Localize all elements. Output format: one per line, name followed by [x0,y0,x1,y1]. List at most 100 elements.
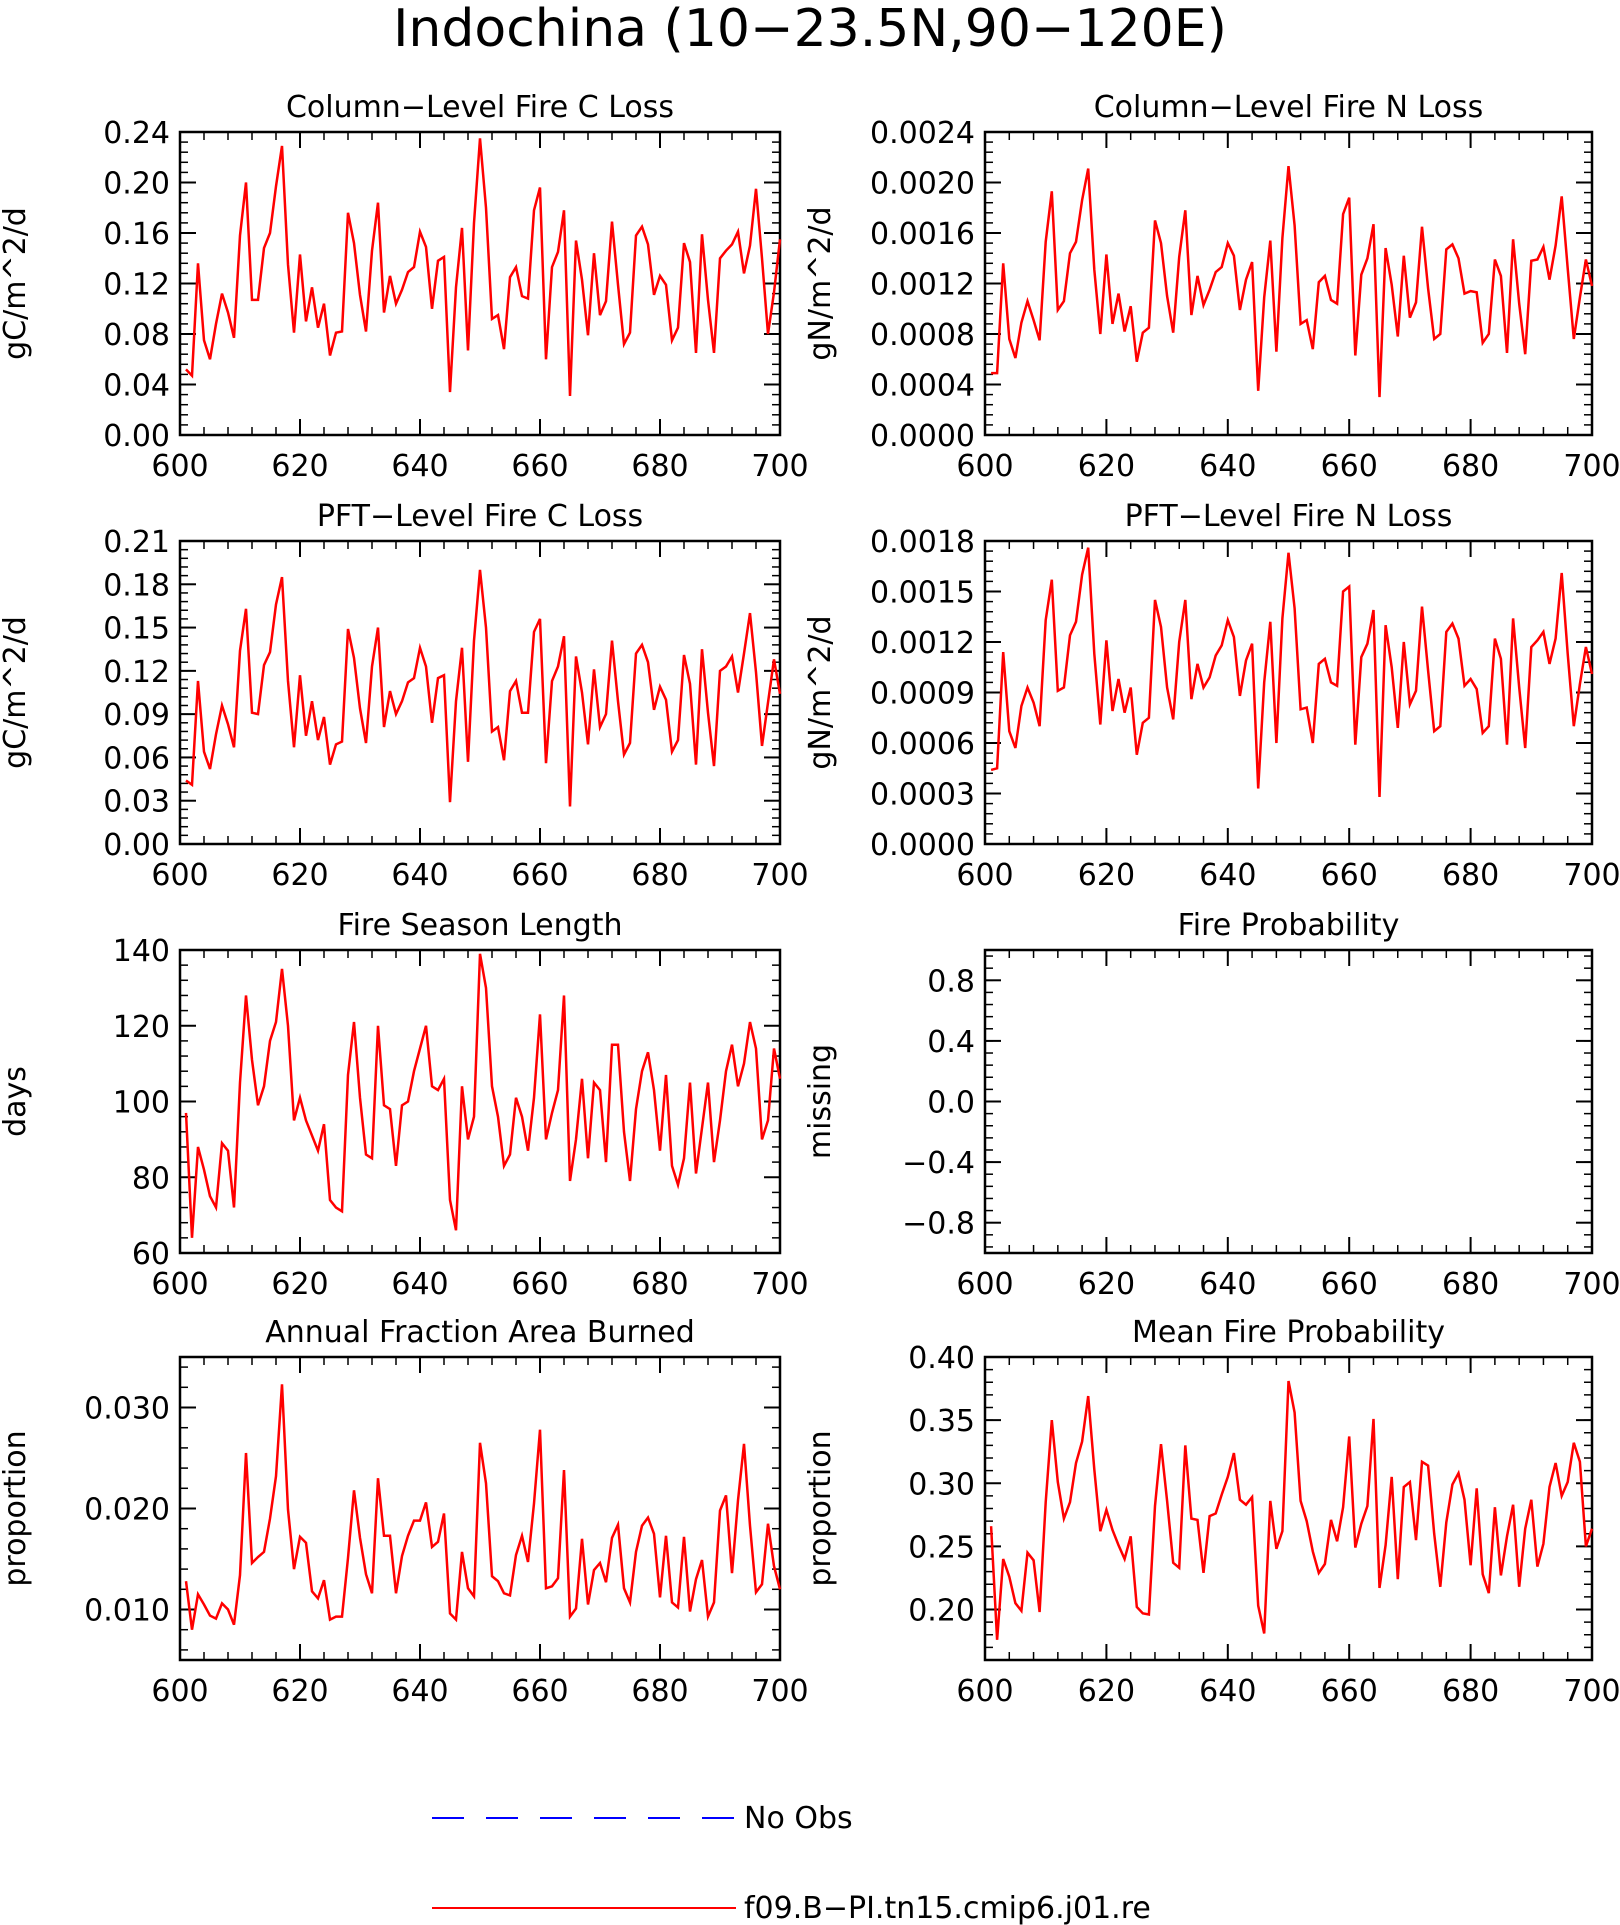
series-line-1 [989,1380,1594,1640]
panel-title: PFT−Level Fire C Loss [317,499,643,534]
panel-2: 600 620 640 660 680 700 0.0000 0.0004 0.0008 0.00… [803,90,1620,484]
y-tick-label: 0.35 [908,1404,975,1439]
series-line-1 [185,138,782,396]
panel-3: 600 620 640 660 680 700 0.00 0.03 0.06 0.09 0.12 0.… [0,499,809,893]
plot-frame [983,948,1594,1255]
panel-8: 600 620 640 660 680 700 0.20 0.25 0.30 0.35 0.40 Me… [803,1315,1620,1709]
x-tick-label: 660 [511,449,568,484]
x-tick-label: 640 [391,449,448,484]
y-tick-label: 0.30 [908,1467,975,1502]
y-tick-label: 0.0008 [870,318,975,353]
x-tick-label: 700 [751,858,808,893]
y-tick-label: 0.20 [103,167,170,202]
y-tick-label: 60 [132,1237,170,1272]
y-tick-label: 0.0020 [870,167,975,202]
y-tick-label: −0.4 [902,1146,975,1181]
y-tick-label: 0.010 [84,1594,170,1629]
x-tick-label: 620 [1078,1267,1135,1302]
x-tick-label: 620 [1078,858,1135,893]
x-tick-label: 700 [751,1267,808,1302]
x-tick-label: 680 [631,858,688,893]
y-tick-label: 0.0015 [870,576,975,611]
x-tick-label: 700 [751,1674,808,1709]
y-tick-label: 0.0018 [870,525,975,560]
x-tick-label: 600 [151,858,208,893]
x-tick-label: 700 [1563,1674,1620,1709]
x-tick-label: 660 [511,1267,568,1302]
y-axis-label: gC/m^2/d [0,616,33,769]
panel-1: 600 620 640 660 680 700 0.00 0.04 0.08 0.12 0.16 0.… [0,90,809,484]
panel-4: 600 620 640 660 680 700 0.0000 0.0003 0.0006 0.00… [803,499,1620,893]
y-tick-label: 0.0012 [870,626,975,661]
x-tick-label: 640 [1199,1674,1256,1709]
y-tick-label: −0.8 [902,1207,975,1242]
y-tick-label: 0.24 [103,116,170,151]
panel-title: Fire Season Length [338,908,623,943]
panel-title: Mean Fire Probability [1132,1315,1445,1350]
x-tick-label: 660 [511,858,568,893]
x-tick-label: 620 [271,858,328,893]
y-tick-label: 0.0024 [870,116,975,151]
x-tick-label: 680 [1442,1674,1499,1709]
y-tick-label: 0.20 [908,1594,975,1629]
y-tick-label: 0.16 [103,217,170,252]
y-tick-label: 0.0000 [870,828,975,863]
series-line-1 [991,165,1594,398]
x-tick-label: 620 [271,1267,328,1302]
panel-title: Annual Fraction Area Burned [265,1315,695,1350]
x-tick-label: 700 [751,449,808,484]
y-tick-label: 0.4 [927,1025,975,1060]
y-tick-label: 0.03 [103,785,170,820]
x-tick-label: 600 [956,449,1013,484]
y-tick-label: 80 [132,1161,170,1196]
x-tick-label: 640 [391,1267,448,1302]
y-tick-label: 0.0016 [870,217,975,252]
y-tick-label: 0.12 [103,268,170,303]
y-tick-label: 100 [113,1086,170,1121]
y-axis-label: gN/m^2/d [803,206,838,360]
x-tick-label: 680 [1442,1267,1499,1302]
x-tick-label: 700 [1563,858,1620,893]
y-tick-label: 0.0004 [870,369,975,404]
y-axis-label: gN/m^2/d [803,615,838,769]
y-tick-label: 0.020 [84,1493,170,1528]
panel-title: Fire Probability [1178,908,1400,943]
y-axis-label: proportion [803,1430,838,1586]
x-tick-label: 660 [1321,449,1378,484]
x-tick-label: 640 [1199,858,1256,893]
x-tick-label: 620 [1078,449,1135,484]
y-tick-label: 0.09 [103,698,170,733]
y-tick-label: 0.21 [103,525,170,560]
y-axis-label: proportion [0,1430,33,1586]
plot-frame [983,539,1594,846]
y-tick-label: 0.12 [103,655,170,690]
x-tick-label: 640 [391,1674,448,1709]
series-line-1 [185,569,782,807]
series-line-1 [184,1384,782,1630]
y-tick-label: 0.0012 [870,268,975,303]
x-tick-label: 600 [956,858,1013,893]
x-tick-label: 640 [1199,1267,1256,1302]
y-tick-label: 0.0000 [870,419,975,454]
x-tick-label: 680 [631,1267,688,1302]
y-tick-label: 0.8 [927,964,975,999]
x-tick-label: 600 [151,1674,208,1709]
panel-title: Column−Level Fire N Loss [1094,90,1484,125]
y-axis-label: missing [803,1044,838,1159]
y-tick-label: 120 [113,1010,170,1045]
y-tick-label: 140 [113,934,170,969]
legend-model-label: f09.B−PI.tn15.cmip6.j01.re [744,1891,1151,1925]
x-tick-label: 600 [956,1267,1013,1302]
y-tick-label: 0.06 [103,741,170,776]
panel-grid: 600 620 640 660 680 700 0.00 0.04 0.08 0.12 0.16 0.… [0,90,1620,1709]
plot-frame [178,1355,782,1662]
y-tick-label: 0.0006 [870,727,975,762]
x-tick-label: 640 [391,858,448,893]
x-tick-label: 640 [1199,449,1256,484]
x-tick-label: 660 [1321,1674,1378,1709]
legend-obs-label: No Obs [744,1801,853,1836]
x-tick-label: 700 [1563,1267,1620,1302]
x-tick-label: 680 [631,1674,688,1709]
x-tick-label: 600 [151,449,208,484]
